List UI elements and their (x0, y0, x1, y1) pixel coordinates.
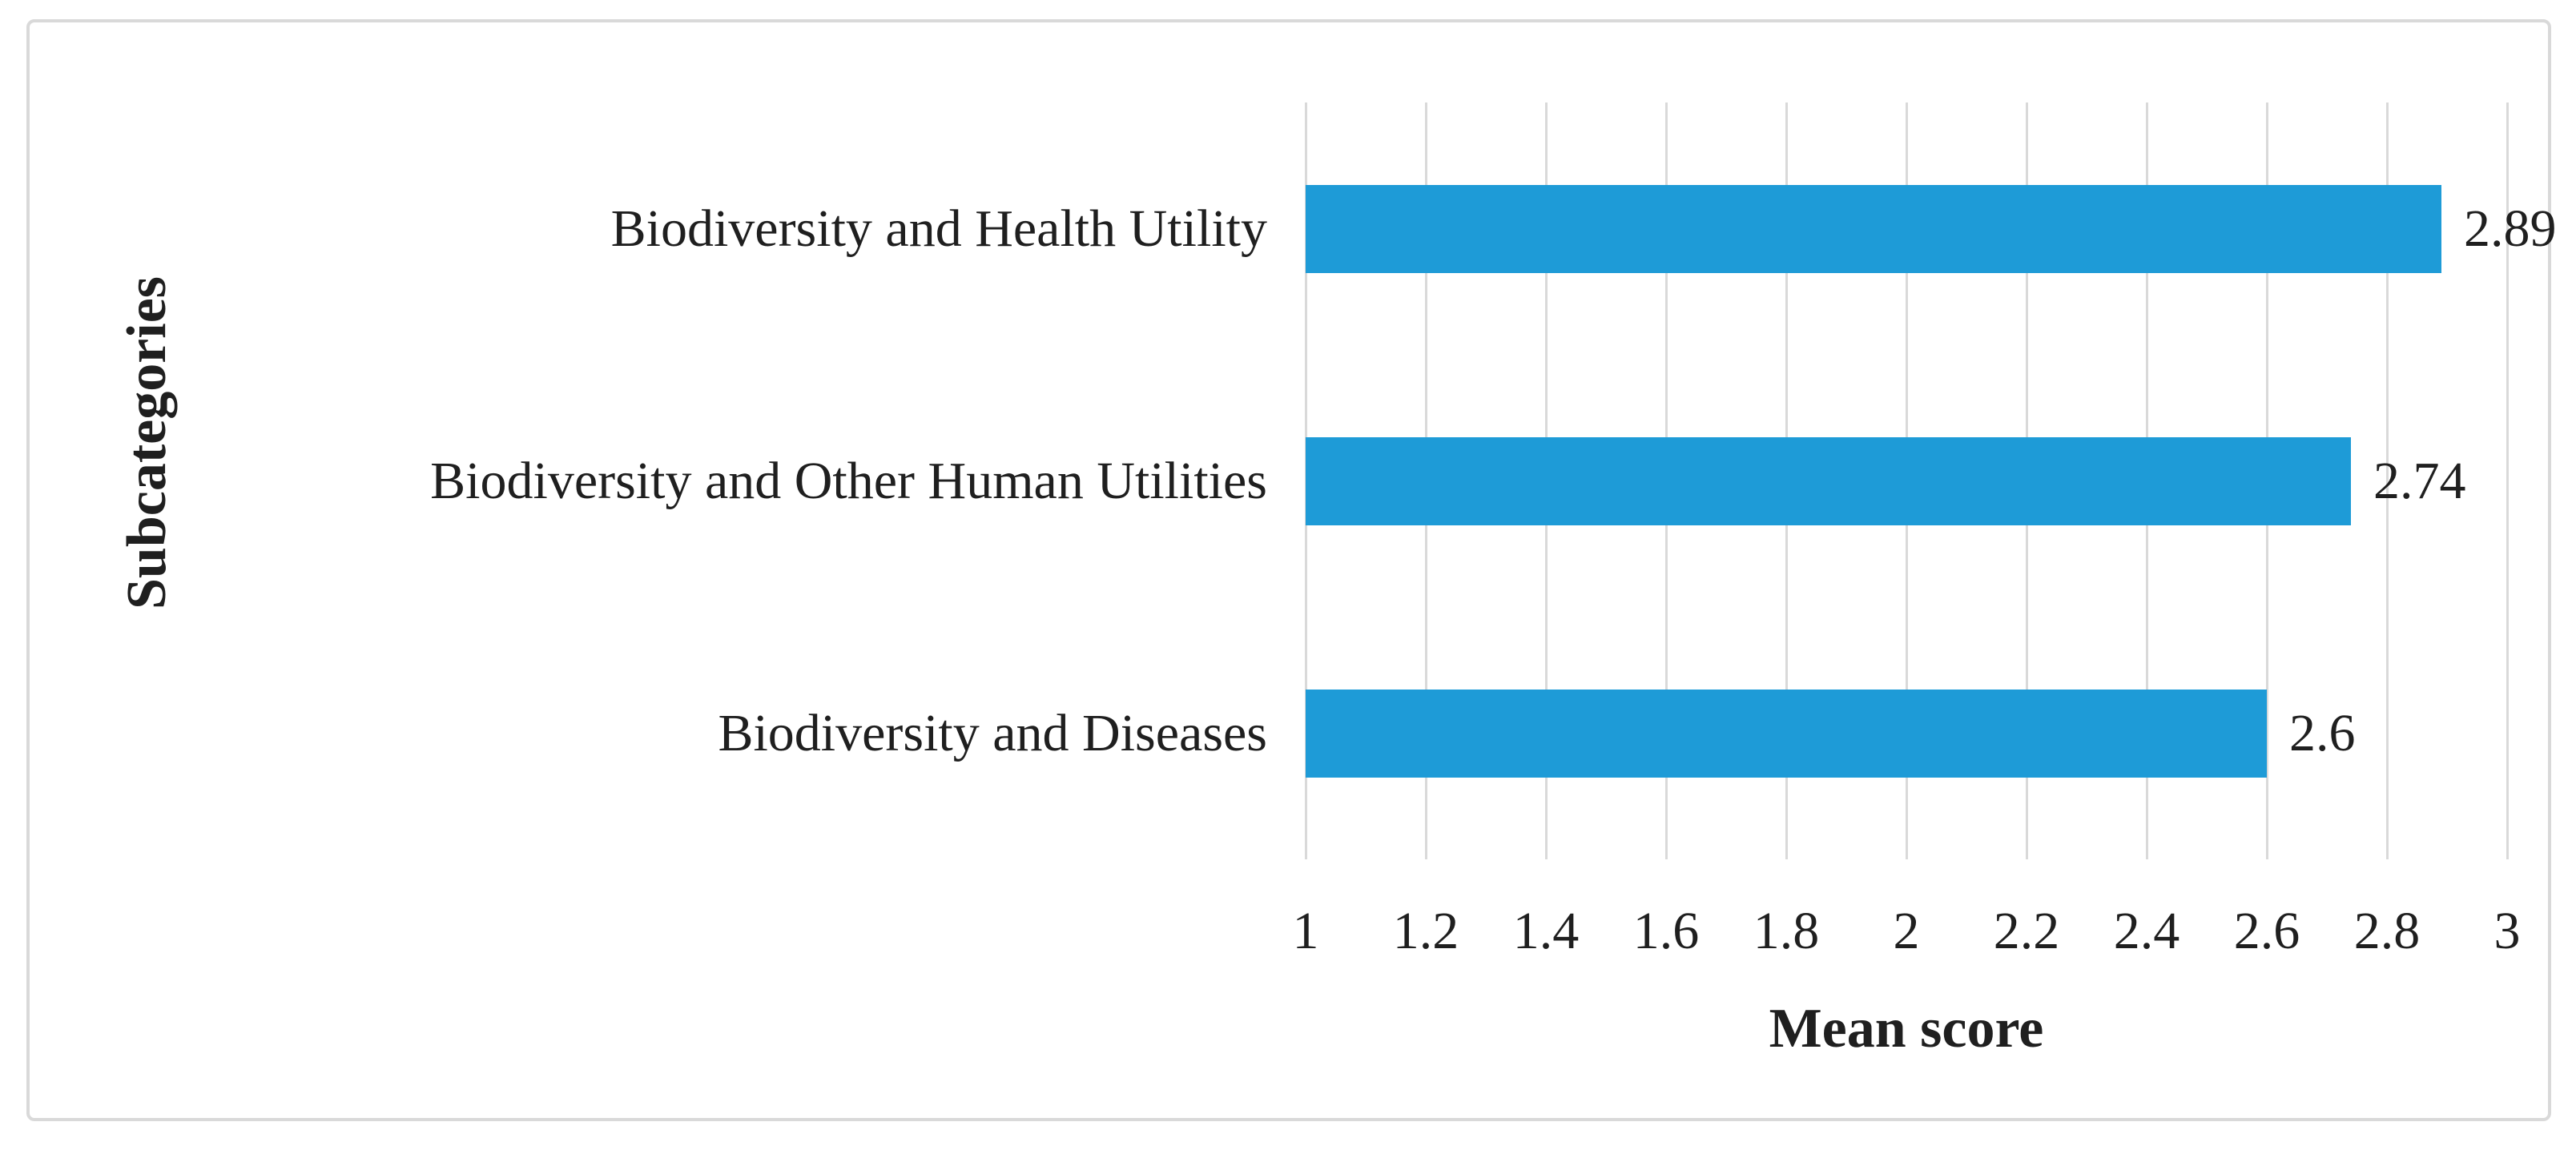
category-label: Biodiversity and Other Human Utilities (430, 452, 1267, 510)
x-tick-label: 1.6 (1632, 902, 1700, 960)
x-tick-label: 2.8 (2353, 902, 2421, 960)
x-axis-title: Mean score (1769, 998, 2044, 1060)
bar (1306, 437, 2351, 525)
bar-value-label: 2.74 (2373, 452, 2466, 510)
x-tick-label: 1 (1292, 902, 1319, 960)
x-tick-label: 1.4 (1512, 902, 1580, 960)
x-tick-label: 2.2 (1993, 902, 2060, 960)
gridline (2506, 103, 2509, 859)
bar-row: 2.89 (1306, 185, 2557, 273)
x-axis-tick-labels: 1 1.2 1.4 1.6 1.8 2 2.2 2.4 2.6 2.8 3 (1293, 895, 2521, 967)
y-axis-category-labels: Biodiversity and Health Utility Biodivers… (70, 103, 1267, 859)
x-tick-label: 2 (1893, 902, 1920, 960)
bar-row: 2.6 (1306, 690, 2507, 778)
x-tick-label: 2.6 (2233, 902, 2300, 960)
category-label: Biodiversity and Diseases (718, 704, 1267, 762)
bar-row: 2.74 (1306, 437, 2507, 525)
bar (1306, 185, 2441, 273)
x-tick-label: 1.2 (1392, 902, 1459, 960)
x-tick-label: 3 (2493, 902, 2521, 960)
gridline (2385, 103, 2389, 859)
x-tick-label: 1.8 (1753, 902, 1820, 960)
chart-frame: Subcategories Biodiversity and Health Ut… (26, 19, 2557, 1121)
x-tick-label: 2.4 (2113, 902, 2180, 960)
bar-value-label: 2.89 (2464, 199, 2557, 258)
bar-value-label: 2.6 (2289, 704, 2356, 762)
plot-area: 2.89 2.74 2.6 (1304, 103, 2557, 859)
category-label: Biodiversity and Health Utility (610, 199, 1267, 258)
bar (1306, 690, 2267, 778)
